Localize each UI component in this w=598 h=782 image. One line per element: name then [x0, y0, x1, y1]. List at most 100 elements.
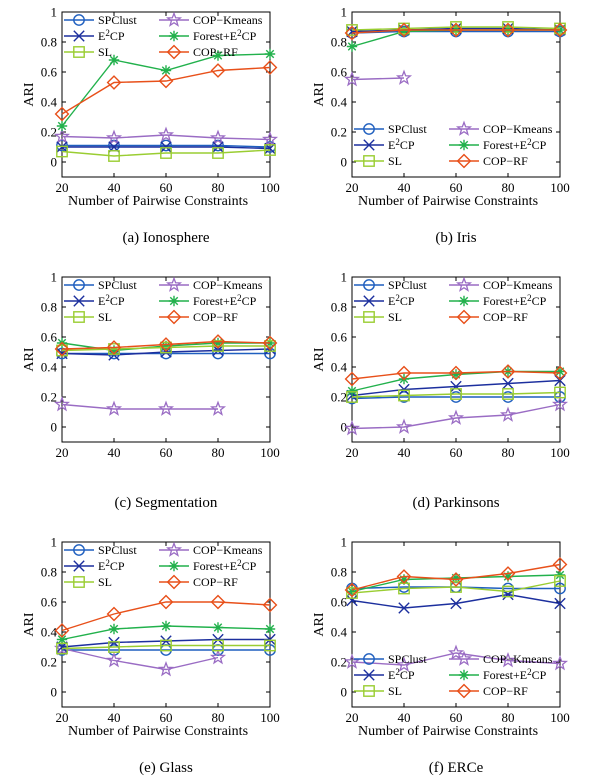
diamond-marker [552, 22, 568, 38]
legend-label: SPClust [388, 122, 427, 136]
legend-label: Forest+E2CP [483, 667, 547, 682]
data-point-marker [165, 11, 183, 27]
x-marker [554, 374, 566, 387]
y-tick-label: 0.4 [41, 360, 58, 375]
diamond-marker [456, 683, 472, 699]
data-point-marker [398, 389, 410, 402]
data-point-marker [160, 620, 172, 632]
star-marker [455, 120, 473, 136]
data-point-marker [54, 341, 70, 357]
square-marker [73, 311, 85, 323]
legend-item: SL [64, 45, 112, 59]
circle-marker [554, 582, 566, 595]
data-point-marker [106, 606, 122, 622]
data-point-marker [343, 420, 361, 436]
data-point-marker [344, 582, 360, 598]
diamond-marker [396, 365, 412, 381]
data-point-marker [447, 409, 465, 425]
diamond-marker [106, 606, 122, 622]
series-group [54, 594, 278, 638]
star-marker [157, 126, 175, 142]
asterisk-marker [168, 295, 180, 307]
diamond-marker [106, 75, 122, 90]
legend-label: SPClust [388, 652, 427, 666]
y-tick-label: 0.4 [331, 360, 348, 375]
star-marker [499, 652, 517, 668]
asterisk-marker [108, 345, 120, 356]
data-point-marker [157, 400, 175, 416]
x-tick-label: 80 [502, 180, 515, 195]
series-group [344, 22, 568, 41]
data-point-marker [165, 541, 183, 557]
panel-caption: (d) Parkinsons [412, 495, 499, 511]
series-group [346, 575, 566, 599]
star-marker [455, 276, 473, 292]
y-tick-label: 0.6 [331, 330, 348, 345]
circle-marker [363, 123, 375, 135]
diamond-marker [166, 574, 182, 590]
legend-item: Forest+E2CP [159, 28, 257, 43]
series-group [346, 386, 566, 403]
asterisk-marker [212, 337, 224, 349]
data-point-marker [106, 340, 122, 355]
circle-marker [363, 653, 375, 665]
data-point-marker [346, 587, 358, 599]
x-tick-label: 60 [450, 710, 463, 725]
x-tick-label: 20 [56, 710, 69, 725]
y-tick-label: 0.8 [41, 35, 57, 50]
series-line [351, 370, 561, 380]
x-tick-label: 80 [502, 445, 515, 460]
y-tick-label: 0.8 [331, 35, 347, 50]
data-point-marker [212, 50, 224, 61]
legend-label: Forest+E2CP [483, 293, 547, 308]
series-group [344, 557, 568, 598]
data-point-marker [210, 63, 226, 78]
y-axis-label: ARI [312, 612, 327, 636]
diamond-marker [396, 569, 412, 584]
star-marker [261, 131, 279, 147]
legend-item: Forest+E2CP [449, 667, 547, 682]
y-axis-label: ARI [22, 612, 37, 636]
series-line [61, 644, 270, 650]
data-point-marker [554, 575, 566, 587]
data-point-marker [500, 364, 516, 379]
data-point-marker [554, 569, 566, 581]
series-group [56, 141, 276, 155]
square-marker [450, 388, 462, 400]
x-tick-label: 40 [108, 445, 121, 460]
legend-item: COP−Kmeans [449, 650, 553, 666]
star-marker [343, 71, 361, 87]
legend-item: COP−Kmeans [449, 120, 553, 136]
x-marker [160, 141, 172, 153]
x-marker [450, 380, 462, 393]
diamond-marker [552, 557, 568, 572]
legend-item: COP−RF [449, 309, 528, 325]
data-point-marker [209, 400, 227, 416]
legend-label: Forest+E2CP [193, 28, 257, 43]
data-point-marker [398, 383, 410, 396]
data-point-marker [448, 572, 464, 587]
data-point-marker [450, 572, 462, 584]
data-point-marker [262, 335, 278, 351]
data-point-marker [455, 650, 473, 666]
x-tick-label: 40 [108, 180, 121, 195]
data-point-marker [73, 295, 85, 307]
diamond-marker [54, 623, 70, 638]
legend-item: COP−Kmeans [159, 276, 263, 292]
data-point-marker [458, 295, 470, 307]
legend-item: SPClust [64, 278, 137, 292]
data-point-marker [499, 406, 517, 422]
panel-caption: (e) Glass [139, 760, 193, 776]
square-marker [56, 145, 68, 158]
diamond-marker [210, 334, 226, 349]
series-group [54, 60, 278, 122]
diamond-marker [262, 60, 278, 75]
x-tick-label: 60 [160, 710, 173, 725]
series-line [351, 580, 561, 594]
legend-label: SL [388, 154, 402, 168]
asterisk-marker [346, 385, 358, 397]
series-group [53, 396, 227, 416]
y-tick-label: 1 [341, 535, 348, 550]
x-tick-label: 80 [502, 710, 515, 725]
